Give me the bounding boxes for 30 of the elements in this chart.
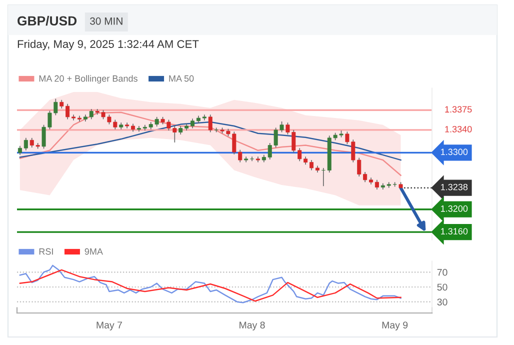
ref-line-label: 1.3375 xyxy=(445,106,472,113)
x-tick-label: May 9 xyxy=(382,322,408,330)
legend-label: 9MA xyxy=(84,248,103,255)
chart-title: GBP/USD xyxy=(18,16,77,26)
y-tick-label: 50 xyxy=(437,284,448,291)
candlestick xyxy=(89,108,94,120)
candlestick xyxy=(374,179,379,190)
candlestick xyxy=(24,137,28,151)
candlestick xyxy=(18,145,22,156)
candlestick xyxy=(363,172,368,183)
ref-line-label: 1.3340 xyxy=(445,126,472,132)
legend-label: MA 20 + Bollinger Bands xyxy=(39,75,138,84)
candlestick xyxy=(310,160,314,171)
y-tick-label: 30 xyxy=(437,298,448,306)
x-tick-label: May 8 xyxy=(240,322,265,330)
candlestick xyxy=(250,156,254,162)
legend-label: MA 50 xyxy=(169,75,194,82)
candlestick xyxy=(208,114,212,133)
ref-line-label: 1.3300 xyxy=(441,148,468,156)
candlestick xyxy=(190,118,195,129)
ref-line-label: 1.3160 xyxy=(441,228,468,234)
x-tick-label: May 7 xyxy=(96,322,122,330)
candlestick xyxy=(321,168,326,187)
ref-line-label: 1.3200 xyxy=(441,205,468,212)
candlestick xyxy=(66,103,70,120)
y-tick-label: 70 xyxy=(437,268,448,276)
text: Friday, May 9, 2025 1:32:44 AM CET xyxy=(18,40,199,50)
ref-line-label: 1.3238 xyxy=(441,184,468,190)
chart-subtitle: 30 MIN xyxy=(90,17,122,25)
legend-label: RSI xyxy=(39,248,53,255)
